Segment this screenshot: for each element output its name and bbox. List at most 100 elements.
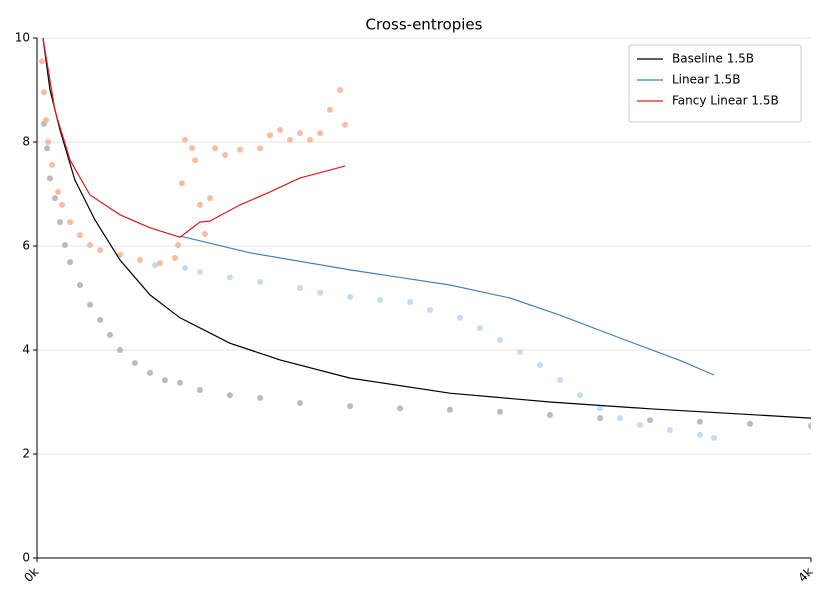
scatter-point <box>257 145 264 152</box>
scatter-point <box>182 136 189 143</box>
chart-title: Cross-entropies <box>366 16 483 34</box>
y-tick-label: 4 <box>22 343 30 357</box>
scatter-point <box>196 387 203 394</box>
scatter-point <box>76 282 83 288</box>
scatter-point <box>39 58 46 65</box>
scatter-point <box>446 406 453 413</box>
scatter-point <box>647 417 654 424</box>
scatter-point <box>157 260 164 267</box>
scatter-point <box>277 127 284 134</box>
scatter-point <box>51 195 58 202</box>
scatter-point <box>696 418 703 425</box>
scatter-point <box>131 360 138 366</box>
scatter-point <box>147 369 154 376</box>
scatter-point <box>257 278 264 285</box>
y-tick-label: 2 <box>22 447 30 461</box>
scatter-point <box>337 87 344 93</box>
scatter-point <box>307 136 314 143</box>
scatter-point <box>212 145 219 152</box>
y-tick-label: 0 <box>22 551 30 565</box>
scatter-point <box>696 431 703 438</box>
scatter-point <box>196 269 203 275</box>
scatter-point <box>45 139 52 145</box>
scatter-point <box>296 285 303 292</box>
scatter-point <box>76 232 83 239</box>
scatter-point <box>377 297 384 304</box>
y-tick-label: 6 <box>22 239 30 253</box>
scatter-point <box>456 314 463 321</box>
scatter-point <box>557 377 564 384</box>
scatter-point <box>67 259 74 266</box>
scatter-point <box>201 231 208 238</box>
legend-label: Baseline 1.5B <box>672 52 754 66</box>
scatter-point <box>136 257 143 264</box>
y-tick-label: 10 <box>15 31 30 45</box>
scatter-point <box>711 434 718 441</box>
scatter-point <box>62 241 69 248</box>
y-tick-label: 8 <box>22 135 30 149</box>
scatter-point <box>636 421 643 428</box>
scatter-point <box>407 299 414 306</box>
series-line <box>42 38 346 238</box>
scatter-point <box>347 403 354 410</box>
scatter-point <box>58 201 65 208</box>
scatter-point <box>117 251 124 258</box>
legend-box <box>628 44 802 123</box>
scatter-point <box>497 408 504 415</box>
scatter-point <box>67 219 74 226</box>
scatter-point <box>226 274 233 281</box>
scatter-point <box>617 415 624 422</box>
scatter-point <box>296 130 303 137</box>
scatter-point <box>536 362 543 369</box>
scatter-point <box>397 405 404 412</box>
scatter-point <box>97 247 104 254</box>
scatter-point <box>347 293 354 300</box>
scatter-point <box>44 145 51 152</box>
scatter-point <box>40 89 47 96</box>
scatter-point <box>196 201 203 208</box>
scatter-point <box>317 130 324 137</box>
scatter-point <box>266 132 273 139</box>
scatter-point <box>226 392 233 399</box>
x-tick-label: 0k <box>21 565 41 585</box>
scatter-point <box>152 262 159 269</box>
scatter-point <box>171 254 178 261</box>
scatter-point <box>326 106 333 113</box>
scatter-point <box>43 117 50 124</box>
series-line <box>179 235 715 376</box>
scatter-point <box>257 394 264 401</box>
scatter-point <box>97 316 104 323</box>
scatter-point <box>49 161 56 168</box>
scatter-point <box>516 349 523 356</box>
scatter-point <box>296 400 303 407</box>
legend-label: Linear 1.5B <box>672 73 740 87</box>
scatter-point <box>106 331 113 338</box>
scatter-point <box>747 420 754 427</box>
scatter-point <box>161 377 168 384</box>
scatter-point <box>236 146 243 153</box>
scatter-point <box>57 219 64 226</box>
scatter-point <box>55 188 62 195</box>
scatter-point <box>192 157 199 164</box>
series-line <box>42 38 811 419</box>
legend-label: Fancy Linear 1.5B <box>672 94 779 108</box>
scatter-point <box>342 121 349 128</box>
scatter-point <box>178 180 185 187</box>
scatter-point <box>222 152 229 158</box>
scatter-point <box>576 392 583 399</box>
scatter-point <box>175 241 182 248</box>
scatter-point <box>597 415 604 422</box>
scatter-point <box>188 145 195 152</box>
scatter-point <box>87 301 94 308</box>
scatter-point <box>597 405 604 412</box>
scatter-point <box>176 379 183 386</box>
scatter-point <box>206 195 213 202</box>
scatter-point <box>426 306 433 313</box>
scatter-point <box>476 325 483 332</box>
scatter-point <box>46 175 53 182</box>
scatter-point <box>666 427 673 434</box>
scatter-point <box>546 412 553 418</box>
scatter-point <box>808 422 811 429</box>
scatter-point <box>286 136 293 143</box>
